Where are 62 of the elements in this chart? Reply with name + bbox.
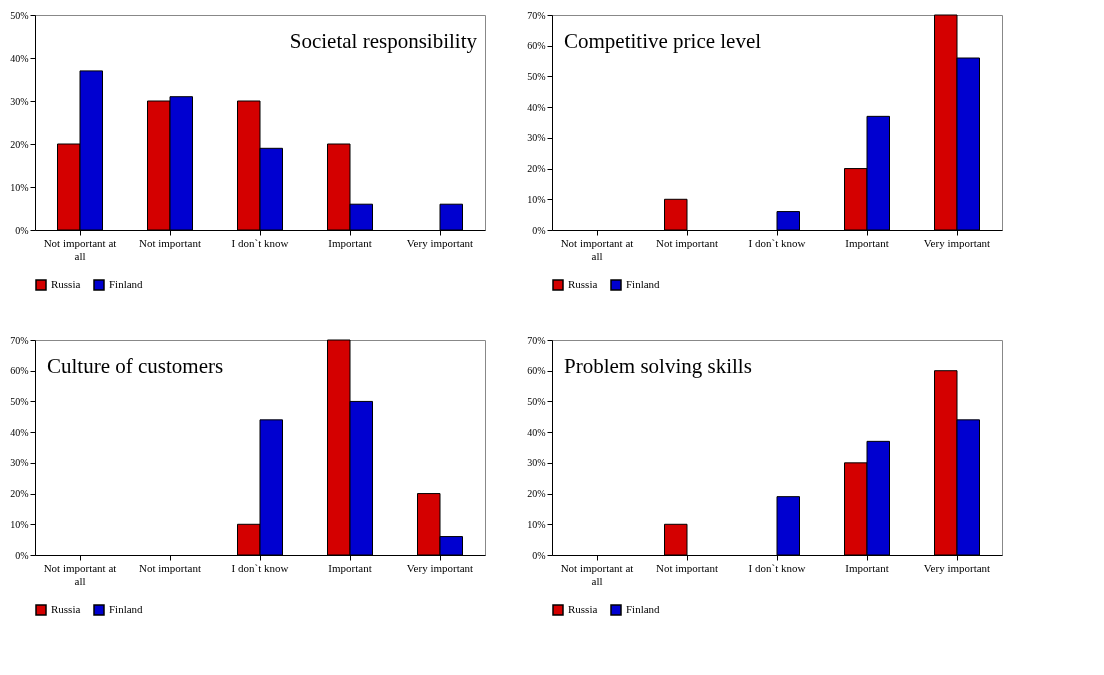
x-tick-label: I don`t know bbox=[748, 236, 806, 249]
x-tick-label: I don`t know bbox=[231, 236, 289, 249]
legend-label: Russia bbox=[568, 603, 598, 615]
y-tick-label: 30% bbox=[527, 457, 546, 469]
y-tick-label: 50% bbox=[527, 395, 546, 407]
x-tick-label: I don`t know bbox=[231, 561, 289, 574]
y-tick-label: 60% bbox=[527, 40, 546, 52]
y-tick-label: 60% bbox=[527, 365, 546, 377]
x-tick-label: Not important bbox=[655, 236, 719, 249]
x-tick-label: Not important bbox=[655, 561, 719, 574]
x-tick-label: Very important bbox=[923, 236, 991, 249]
y-tick-label: 60% bbox=[10, 365, 29, 377]
x-tick-label: Very important bbox=[923, 561, 991, 574]
y-tick-label: 70% bbox=[527, 334, 546, 346]
y-tick-label: 70% bbox=[527, 9, 546, 21]
y-tick-label: 0% bbox=[15, 224, 29, 236]
x-tick-label: Important bbox=[845, 236, 889, 249]
y-tick-label: 40% bbox=[527, 101, 546, 113]
y-tick-label: 0% bbox=[532, 549, 546, 561]
legend-label: Russia bbox=[568, 278, 598, 290]
text: Problem solving skills bbox=[564, 354, 752, 378]
y-tick-label: 30% bbox=[10, 457, 29, 469]
x-tick-label: Not important bbox=[138, 561, 202, 574]
legend-label: Finland bbox=[626, 278, 661, 290]
legend-label: Russia bbox=[51, 603, 81, 615]
x-tick-label: Important bbox=[328, 236, 372, 249]
y-tick-label: 10% bbox=[10, 181, 29, 193]
x-tick-label: Not important at all bbox=[560, 561, 634, 587]
y-tick-label: 20% bbox=[527, 488, 546, 500]
x-tick-label: Not important at all bbox=[560, 236, 634, 262]
y-tick-label: 70% bbox=[10, 334, 29, 346]
y-tick-label: 30% bbox=[527, 132, 546, 144]
y-tick-label: 20% bbox=[10, 488, 29, 500]
y-tick-label: 40% bbox=[10, 52, 29, 64]
y-tick-label: 50% bbox=[527, 70, 546, 82]
y-tick-label: 50% bbox=[10, 9, 29, 21]
legend-label: Finland bbox=[109, 603, 144, 615]
legend-label: Finland bbox=[109, 278, 144, 290]
y-tick-label: 40% bbox=[10, 426, 29, 438]
y-tick-label: 40% bbox=[527, 426, 546, 438]
x-tick-label: I don`t know bbox=[748, 561, 806, 574]
y-tick-label: 10% bbox=[527, 193, 546, 205]
text: Culture of customers bbox=[47, 354, 224, 378]
y-tick-label: 10% bbox=[527, 518, 546, 530]
x-tick-label: Not important at all bbox=[43, 236, 117, 262]
x-tick-label: Important bbox=[328, 561, 372, 574]
x-tick-label: Not important bbox=[138, 236, 202, 249]
y-tick-label: 20% bbox=[10, 138, 29, 150]
y-tick-label: 30% bbox=[10, 95, 29, 107]
x-tick-label: Very important bbox=[406, 236, 474, 249]
x-tick-label: Not important at all bbox=[43, 561, 117, 587]
y-tick-label: 50% bbox=[10, 395, 29, 407]
legend-label: Russia bbox=[51, 278, 81, 290]
y-tick-label: 0% bbox=[15, 549, 29, 561]
x-tick-label: Very important bbox=[406, 561, 474, 574]
x-tick-label: Important bbox=[845, 561, 889, 574]
y-tick-label: 20% bbox=[527, 163, 546, 175]
legend-label: Finland bbox=[626, 603, 661, 615]
y-tick-label: 10% bbox=[10, 518, 29, 530]
y-tick-label: 0% bbox=[532, 224, 546, 236]
text: Competitive price level bbox=[564, 29, 762, 53]
text: Societal responsibility bbox=[289, 29, 478, 53]
